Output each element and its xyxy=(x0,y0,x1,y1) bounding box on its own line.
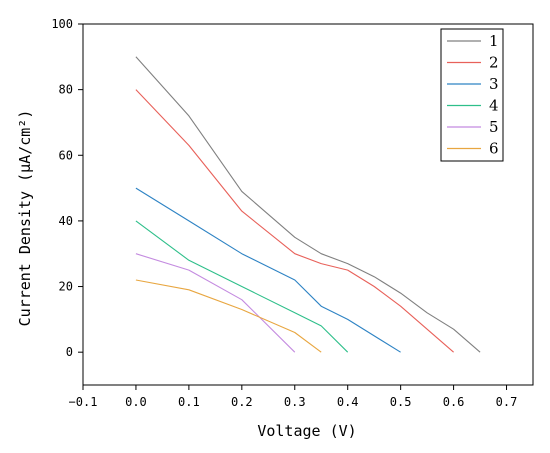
y-tick-label: 100 xyxy=(51,17,73,31)
legend-label: 1 xyxy=(489,32,499,50)
series-line-6 xyxy=(135,279,322,353)
legend: 1 2 3 4 5 6 xyxy=(440,28,504,162)
y-tick-label: 0 xyxy=(66,345,73,359)
y-axis-title: Current Density (μA/cm²) xyxy=(16,110,34,327)
legend-label: 4 xyxy=(489,97,499,115)
legend-label: 2 xyxy=(489,54,499,72)
legend-label: 6 xyxy=(489,140,499,158)
series-line-2 xyxy=(135,89,454,353)
x-tick-label: 0.6 xyxy=(443,395,465,409)
x-tick-label: 0.7 xyxy=(496,395,518,409)
y-tick-label: 80 xyxy=(59,83,73,97)
y-tick-label: 40 xyxy=(59,214,73,228)
x-axis-title: Voltage (V) xyxy=(257,422,356,440)
series-line-3 xyxy=(135,187,401,353)
series-line-4 xyxy=(135,220,349,353)
plot-frame xyxy=(82,23,534,386)
legend-label: 5 xyxy=(489,118,499,136)
y-tick-label: 20 xyxy=(59,280,73,294)
series-line-1 xyxy=(135,56,481,353)
x-tick-label: 0.0 xyxy=(125,395,147,409)
x-tick-label: −0.1 xyxy=(69,395,98,409)
x-tick-label: 0.1 xyxy=(178,395,200,409)
y-tick-label: 60 xyxy=(59,148,73,162)
axes-layer: −0.1 0.0 0.1 0.2 0.3 0.4 0.5 0.6 0.7 0 20 40 60 80 100 xyxy=(51,17,534,409)
series-line-5 xyxy=(135,253,296,353)
legend-box xyxy=(440,28,504,162)
x-tick-label: 0.4 xyxy=(337,395,359,409)
x-tick-label: 0.2 xyxy=(231,395,253,409)
x-tick-label: 0.5 xyxy=(390,395,412,409)
x-tick-label: 0.3 xyxy=(284,395,306,409)
legend-label: 3 xyxy=(489,75,499,93)
series-layer xyxy=(135,56,481,353)
